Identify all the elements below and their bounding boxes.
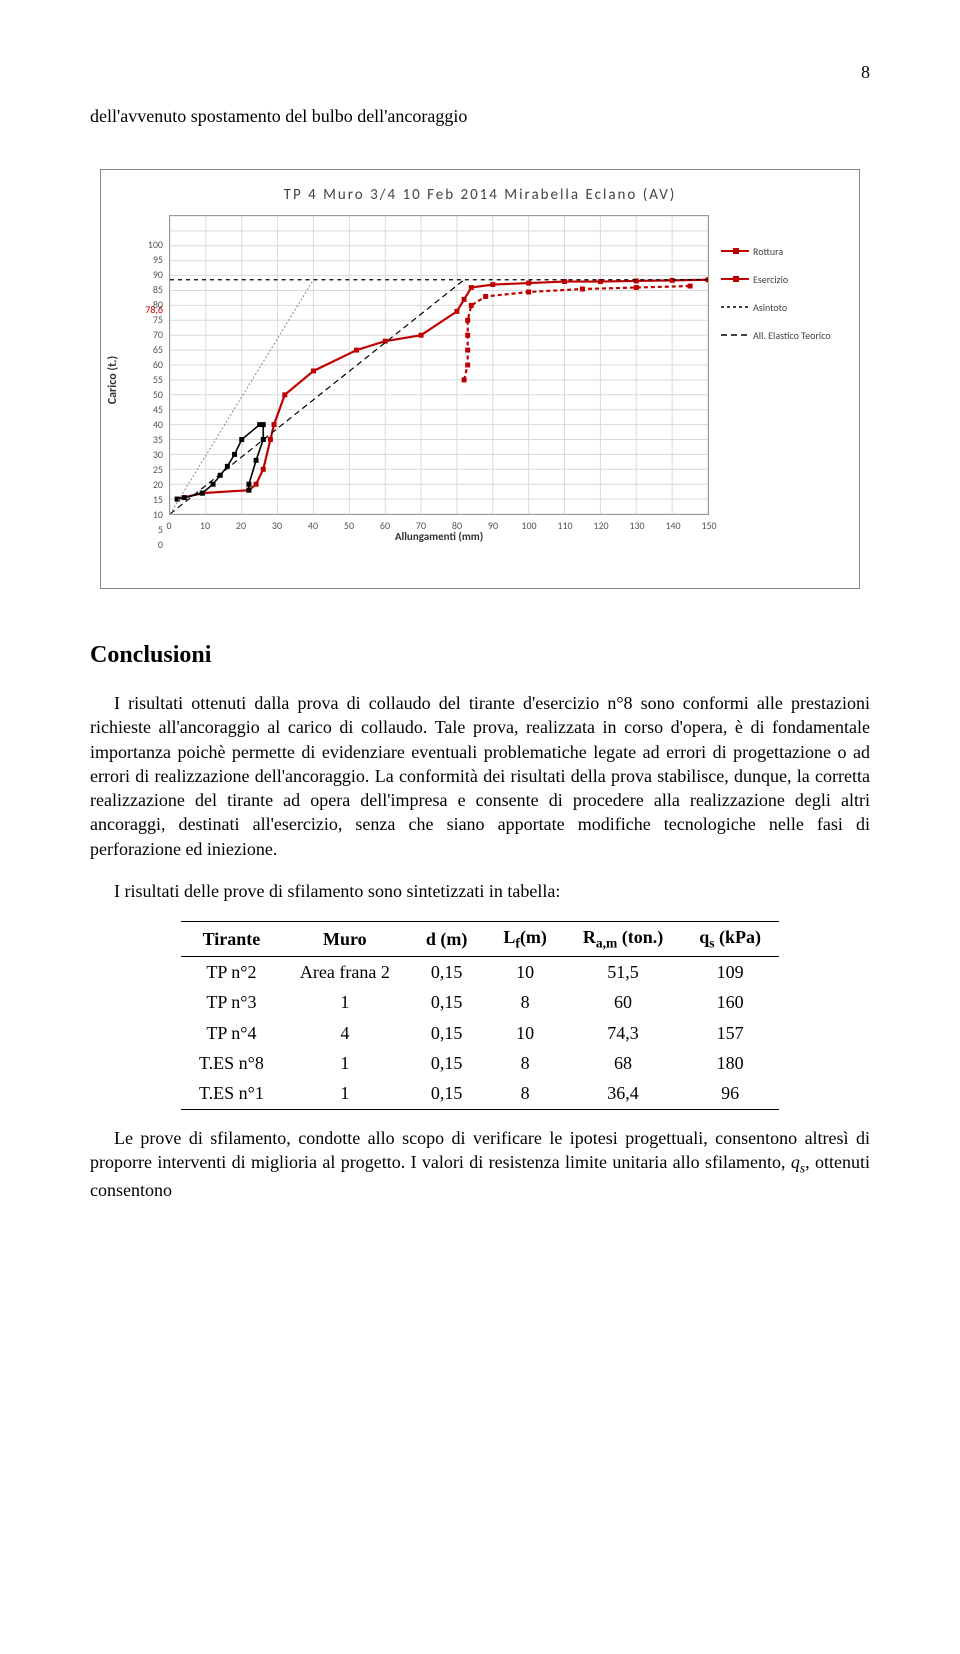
table-cell: 0,15 [408,987,486,1017]
table-cell: 68 [565,1048,681,1078]
table-row: TP n°310,15860160 [181,987,779,1017]
conclusions-heading: Conclusioni [90,639,870,671]
table-col-header: Tirante [181,922,282,957]
table-row: TP n°2Area frana 20,151051,5109 [181,957,779,988]
table-row: TP n°440,151074,3157 [181,1018,779,1048]
table-col-header: Ra,m (ton.) [565,922,681,957]
table-cell: T.ES n°1 [181,1078,282,1109]
page-number: 8 [90,60,870,84]
chart-legend: RotturaEsercizioAsintotoAll. Elastico Te… [721,245,839,357]
table-cell: 1 [282,1048,408,1078]
table-col-header: d (m) [408,922,486,957]
table-cell: 0,15 [408,1048,486,1078]
table-cell: 10 [485,1018,565,1048]
table-cell: TP n°2 [181,957,282,988]
paragraph-2: I risultati delle prove di sfilamento so… [90,879,870,903]
table-col-header: Muro [282,922,408,957]
table-cell: 157 [681,1018,779,1048]
table-cell: 51,5 [565,957,681,988]
table-cell: 0,15 [408,957,486,988]
paragraph-3-q: q [791,1152,800,1172]
paragraph-1: I risultati ottenuti dalla prova di coll… [90,691,870,861]
table-cell: 60 [565,987,681,1017]
chart-ylabel: Carico (t.) [105,356,121,404]
table-cell: 8 [485,987,565,1017]
paragraph-3a: Le prove di sfilamento, condotte allo sc… [90,1128,870,1172]
table-cell: 160 [681,987,779,1017]
table-cell: 0,15 [408,1018,486,1048]
chart-xlabel: Allungamenti (mm) [169,530,709,545]
table-cell: 36,4 [565,1078,681,1109]
table-row: T.ES n°110,15836,496 [181,1078,779,1109]
table-cell: 4 [282,1018,408,1048]
table-cell: 180 [681,1048,779,1078]
table-cell: 96 [681,1078,779,1109]
chart-plot-area [169,215,709,515]
table-cell: 1 [282,1078,408,1109]
table-row: T.ES n°810,15868180 [181,1048,779,1078]
table-cell: 0,15 [408,1078,486,1109]
table-cell: T.ES n°8 [181,1048,282,1078]
table-body: TP n°2Area frana 20,151051,5109TP n°310,… [181,957,779,1109]
chart-container: TP 4 Muro 3/4 10 Feb 2014 Mirabella Ecla… [100,169,860,589]
chart-title: TP 4 Muro 3/4 10 Feb 2014 Mirabella Ecla… [121,185,839,205]
table-cell: Area frana 2 [282,957,408,988]
results-table: TiranteMurod (m)Lf(m)Ra,m (ton.)qs (kPa)… [181,921,779,1109]
table-cell: 1 [282,987,408,1017]
chart-plot-wrap: Carico (t.) 0510152025303540455055606570… [121,215,839,545]
table-cell: 8 [485,1078,565,1109]
paragraph-3: Le prove di sfilamento, condotte allo sc… [90,1126,870,1202]
table-cell: 10 [485,957,565,988]
table-header-row: TiranteMurod (m)Lf(m)Ra,m (ton.)qs (kPa) [181,922,779,957]
table-col-header: qs (kPa) [681,922,779,957]
chart-yticks: 0510152025303540455055606570758085909510… [135,215,163,545]
table-cell: TP n°3 [181,987,282,1017]
table-cell: 74,3 [565,1018,681,1048]
table-cell: 8 [485,1048,565,1078]
table-cell: TP n°4 [181,1018,282,1048]
table-col-header: Lf(m) [485,922,565,957]
opening-line: dell'avvenuto spostamento del bulbo dell… [90,104,870,128]
table-cell: 109 [681,957,779,988]
